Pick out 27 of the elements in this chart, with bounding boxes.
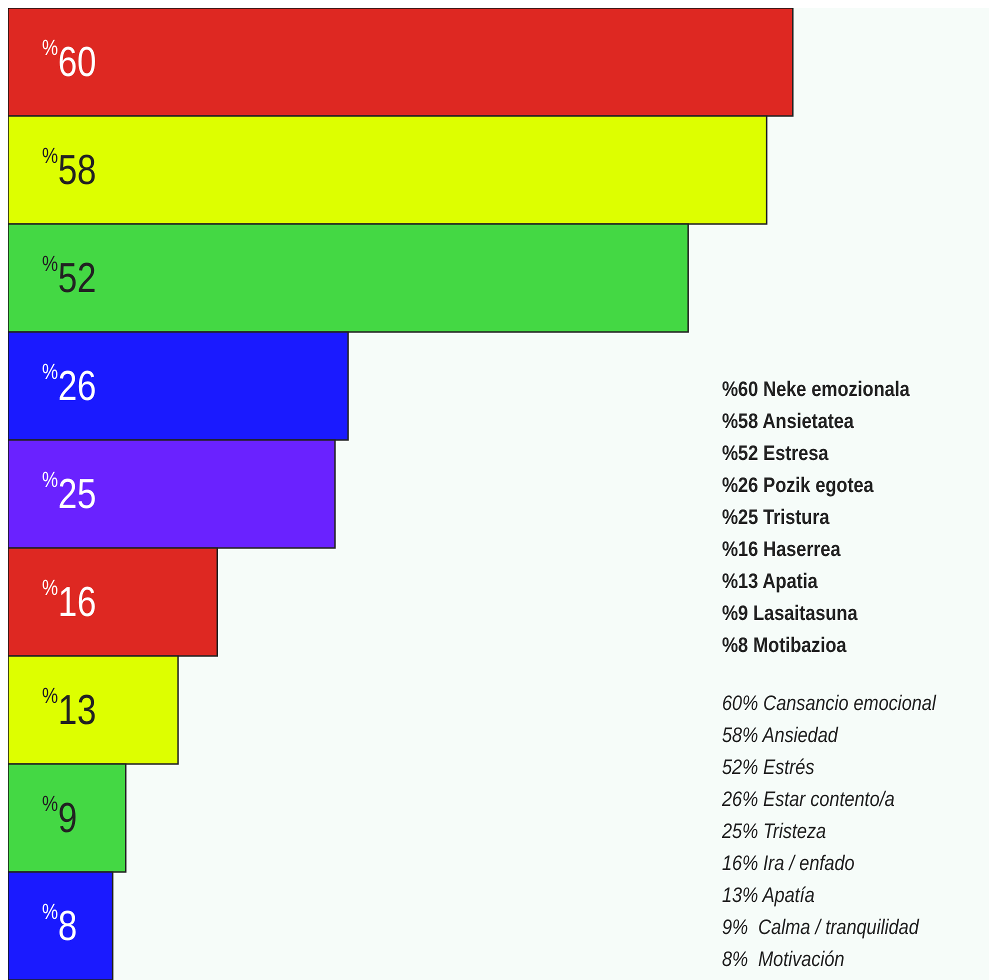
data-label: $^{%}$58 (42, 144, 96, 194)
annotation: %58 Ansietatea (722, 409, 855, 435)
data-label: $^{%}$8 (42, 900, 78, 950)
annotation: %60 Neke emozionala (722, 377, 911, 403)
annotation: %8 Motibazioa (722, 633, 848, 659)
data-label: $^{%}$9 (42, 792, 78, 842)
data-label: $^{%}$60 (42, 36, 96, 86)
annotation: %25 Tristura (722, 505, 830, 531)
annotation: 9% Calma / tranquilidad (722, 915, 920, 941)
annotation: 25% Tristeza (722, 819, 828, 845)
data-label: $^{%}$16 (42, 576, 96, 626)
annotation: %26 Pozik egotea (722, 473, 875, 499)
annotation: %16 Haserrea (722, 537, 842, 563)
annotation: 52% Estrés (722, 755, 816, 781)
annotation: %9 Lasaitasuna (722, 601, 859, 627)
annotation: 13% Apatía (722, 883, 816, 909)
annotation: 16% Ira / enfado (722, 851, 856, 877)
data-label: $^{%}$52 (42, 252, 96, 302)
annotation: 8% Motivación (722, 947, 846, 973)
annotation: 26% Estar contento/a (722, 787, 896, 813)
data-label: $^{%}$26 (42, 360, 96, 410)
annotation: %13 Apatia (722, 569, 819, 595)
annotation: 60% Cansancio emocional (722, 691, 938, 717)
data-label: $^{%}$13 (42, 684, 96, 734)
data-label: $^{%}$25 (42, 468, 96, 518)
annotation: %52 Estresa (722, 441, 830, 467)
annotation: 58% Ansiedad (722, 723, 840, 749)
